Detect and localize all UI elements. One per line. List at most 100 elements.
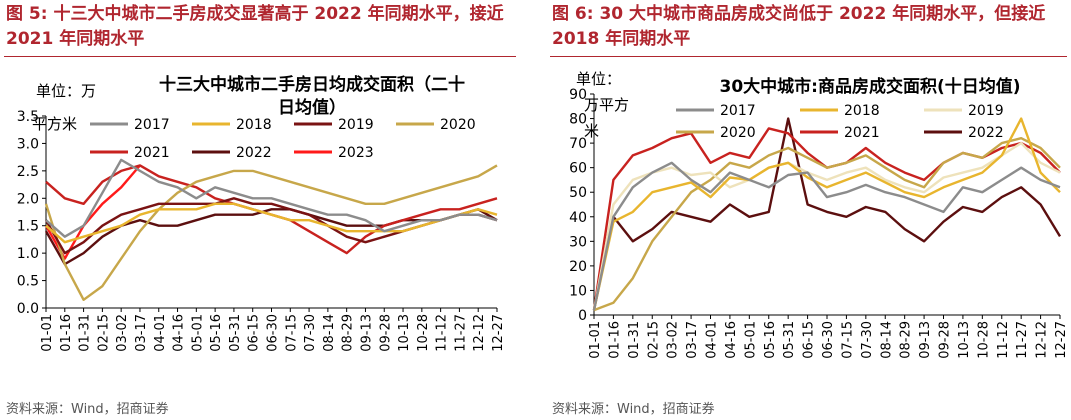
right-x-tick-label: 01-16 — [607, 321, 622, 359]
left-x-tick-label: 05-31 — [228, 314, 243, 352]
right-x-tick-label: 01-01 — [588, 321, 603, 359]
right-y-tick-label: 50 — [569, 185, 587, 201]
figure-6-title-rule — [550, 56, 1067, 57]
chart-second-hand-home-sales: 十三大中城市二手房日均成交面积（二十 日均值） 单位：万 平方米 0.0 0.5 1… — [17, 74, 506, 352]
left-y-tick-label: 2.0 — [17, 191, 39, 207]
left-legend-label-2019: 2019 — [338, 117, 374, 133]
left-x-tick-label: 01-16 — [59, 314, 74, 352]
right-x-tick-label: 09-28 — [938, 321, 953, 359]
right-x-tick-label: 03-17 — [685, 321, 700, 359]
right-y-tick-label: 70 — [569, 136, 587, 152]
right-x-tick-label: 09-13 — [918, 321, 933, 359]
right-series-2022 — [592, 117, 1062, 311]
left-series-2018 — [45, 202, 498, 244]
right-unit-line3: 米 — [584, 122, 599, 140]
left-x-tick-label: 09-28 — [378, 314, 393, 352]
left-legend-label-2020: 2020 — [440, 117, 476, 133]
left-x-tick-label: 09-13 — [359, 314, 374, 352]
right-y-tick-label: 80 — [569, 112, 587, 128]
left-x-tick-label: 02-15 — [96, 314, 111, 352]
left-y-tick-label: 3.5 — [17, 109, 39, 125]
left-x-tick-label: 12-12 — [472, 314, 487, 352]
left-legend-label-2021: 2021 — [134, 145, 170, 161]
right-x-tick-label: 07-15 — [840, 321, 855, 359]
left-x-tick-label: 07-30 — [303, 314, 318, 352]
figure-5-source: 资料来源：Wind，招商证券 — [6, 402, 169, 417]
left-x-tick-label: 10-13 — [397, 314, 412, 352]
left-x-tick-label: 10-28 — [416, 314, 431, 352]
right-series-2019 — [592, 141, 1061, 311]
left-legend-label-2023: 2023 — [338, 145, 374, 161]
right-x-tick-label: 10-28 — [976, 321, 991, 359]
right-legend-label-2019: 2019 — [968, 103, 1004, 119]
left-x-tick-label: 03-02 — [115, 314, 130, 352]
left-x-tick-label: 07-15 — [284, 314, 299, 352]
left-unit-line2: 平方米 — [32, 115, 77, 133]
right-x-tick-label: 04-01 — [705, 321, 720, 359]
right-y-tick-label: 40 — [569, 210, 587, 226]
left-x-tick-label: 11-12 — [435, 314, 450, 352]
right-x-tick-label: 07-30 — [860, 321, 875, 359]
left-series-2022 — [44, 208, 498, 266]
right-legend-label-2018: 2018 — [844, 103, 880, 119]
left-series-2017 — [45, 158, 498, 238]
left-x-tick-label: 01-01 — [40, 314, 55, 352]
left-x-tick-label: 04-01 — [153, 314, 168, 352]
right-x-tick-label: 02-15 — [646, 321, 661, 359]
left-y-tick-label: 1.5 — [17, 219, 39, 235]
left-x-tick-label: 11-27 — [453, 314, 468, 352]
right-x-tick-label: 11-27 — [1015, 321, 1030, 359]
left-x-tick-label: 04-16 — [172, 314, 187, 352]
right-x-tick-label: 10-13 — [957, 321, 972, 359]
left-chart-title-line1: 十三大中城市二手房日均成交面积（二十 — [159, 74, 465, 95]
right-x-tick-label: 06-15 — [802, 321, 817, 359]
right-unit-line2: 万平方 — [584, 96, 629, 114]
left-y-tick-label: 1.0 — [17, 246, 39, 262]
left-x-tick-label: 08-14 — [322, 314, 337, 352]
right-chart-title: 30大中城市:商品房成交面积(十日均值) — [720, 76, 1021, 97]
right-y-tick-label: 20 — [569, 259, 587, 275]
left-legend-label-2022: 2022 — [236, 145, 272, 161]
left-x-tick-label: 05-16 — [209, 314, 224, 352]
left-x-tick-label: 06-30 — [266, 314, 281, 352]
right-legend-label-2021: 2021 — [844, 125, 880, 141]
right-y-tick-label: 30 — [569, 234, 587, 250]
right-x-tick-label: 06-30 — [821, 321, 836, 359]
left-y-tick-label: 2.5 — [17, 164, 39, 180]
left-x-tick-label: 05-01 — [190, 314, 205, 352]
right-unit-line1: 单位： — [576, 70, 621, 88]
figure-5-title-rule — [4, 56, 516, 57]
right-x-tick-label: 08-14 — [879, 321, 894, 359]
right-series-2018 — [592, 117, 1061, 311]
right-x-tick-label: 01-31 — [627, 321, 642, 359]
left-x-tick-label: 08-29 — [341, 314, 356, 352]
right-x-tick-label: 04-16 — [724, 321, 739, 359]
right-series-2020 — [593, 136, 1061, 312]
left-x-tick-label: 06-15 — [247, 314, 262, 352]
right-legend-label-2017: 2017 — [720, 103, 756, 119]
left-y-tick-label: 0.0 — [17, 301, 39, 317]
left-chart-title-line2: 日均值） — [278, 97, 346, 118]
right-x-tick-label: 05-31 — [782, 321, 797, 359]
figure-5-title: 图 5: 十三大中城市二手房成交显著高于 2022 年同期水平，接近 2021 … — [6, 4, 504, 49]
right-x-tick-label: 05-01 — [743, 321, 758, 359]
right-series-2017 — [592, 161, 1061, 311]
left-series-2020 — [44, 164, 498, 302]
right-x-tick-label: 03-02 — [666, 321, 681, 359]
right-y-tick-label: 10 — [569, 283, 587, 299]
right-x-tick-label: 12-27 — [1054, 321, 1069, 359]
left-y-tick-label: 3.0 — [17, 136, 39, 152]
left-x-tick-label: 01-31 — [78, 314, 93, 352]
right-x-tick-label: 08-29 — [899, 321, 914, 359]
figure-6-title: 图 6: 30 大中城市商品房成交尚低于 2022 年同期水平，但接近 2018… — [552, 4, 1046, 49]
chart-commercial-housing-sales: 30大中城市:商品房成交面积(十日均值) 单位： 万平方 米 0 10 20 30 40… — [569, 70, 1069, 359]
right-legend-label-2020: 2020 — [720, 125, 756, 141]
left-series-2019 — [44, 197, 498, 255]
left-x-tick-label: 12-27 — [491, 314, 506, 352]
left-unit-line1: 单位：万 — [36, 82, 96, 100]
left-x-tick-label: 03-17 — [134, 314, 149, 352]
left-legend-label-2017: 2017 — [134, 117, 170, 133]
right-x-tick-label: 05-16 — [763, 321, 778, 359]
right-y-tick-label: 0 — [578, 308, 587, 324]
left-y-tick-label: 0.5 — [17, 274, 39, 290]
